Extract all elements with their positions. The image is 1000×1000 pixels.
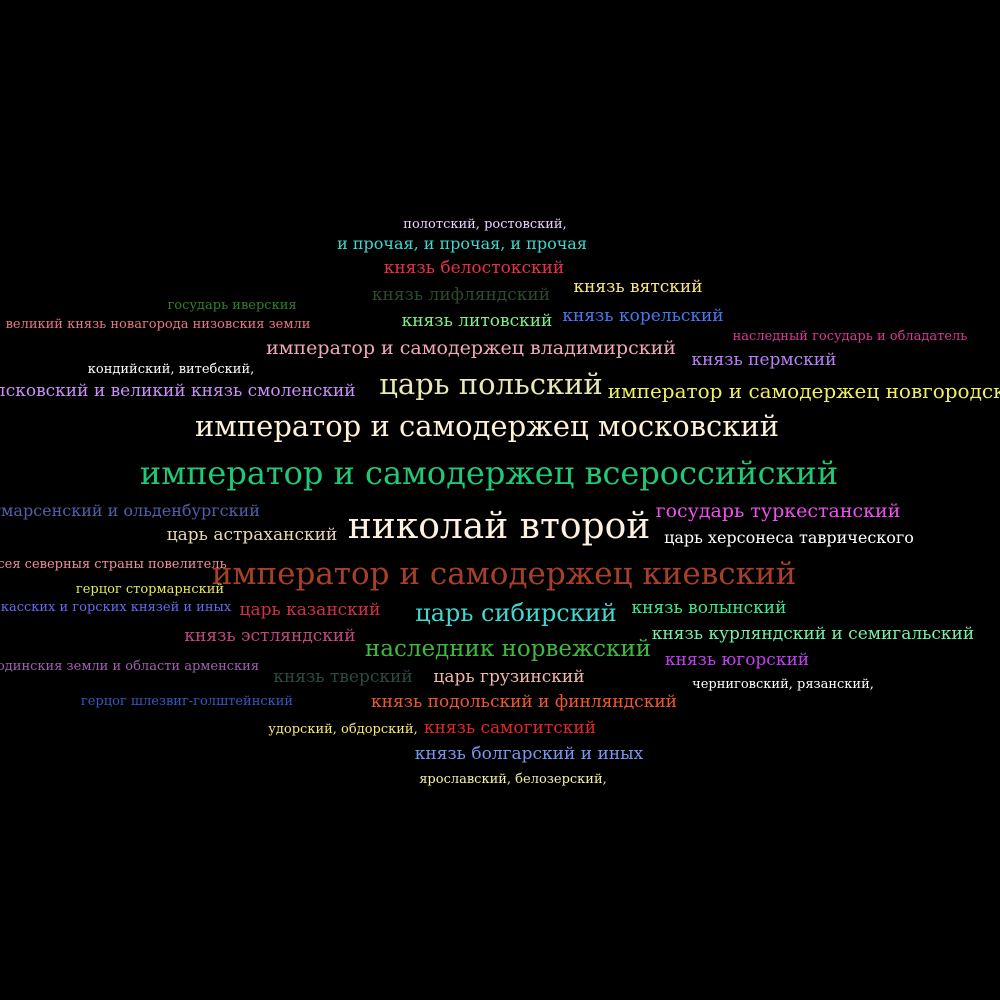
- word-knyaz-vyatsky: князь вятский: [573, 277, 703, 297]
- word-knyaz-podolsky: князь подольский и финляндский: [371, 692, 677, 712]
- word-knyaz-tversky: князь тверский: [273, 667, 413, 687]
- word-yaroslavsky-belozersky: ярославский, белозерский,: [419, 772, 607, 787]
- word-knyaz-volynsky: князь волынский: [631, 598, 787, 618]
- word-knyaz-estlyandsky: князь эстляндский: [184, 626, 356, 646]
- word-i-prochaya: и прочая, и прочая, и прочая: [337, 234, 587, 253]
- word-kondiysky-vitebsky: кондийский, витебский,: [87, 362, 255, 377]
- word-knyaz-yugorsky: князь югорский: [664, 650, 810, 670]
- word-tsar-polsky: царь польский: [379, 367, 603, 401]
- word-novagoroda-nizovskiya: великий князь новагорода низовския земли: [5, 317, 311, 332]
- word-knyaz-korelsky: князь корельский: [562, 306, 724, 326]
- word-moskovsky: император и самодержец московский: [194, 409, 780, 443]
- word-tsar-astrakhansky: царь астраханский: [166, 525, 338, 545]
- word-chernigovsky-ryazansky: черниговский, рязанский,: [692, 677, 874, 692]
- word-shlezvig-golshteynsky: герцог шлезвиг-голштейнский: [80, 694, 294, 709]
- word-knyaz-litovsky: князь литовский: [401, 311, 553, 331]
- word-kievsky: император и самодержец киевский: [211, 556, 797, 592]
- word-tsar-sibirsky: царь сибирский: [415, 599, 617, 627]
- word-knyaz-belostoksky: князь белостокский: [383, 258, 565, 278]
- word-gertsog-stormarnsky: герцог стормарнский: [75, 582, 225, 597]
- word-vladimirsky: император и самодержец владимирский: [266, 337, 676, 359]
- word-knyaz-permsky: князь пермский: [691, 350, 837, 370]
- word-nasledny-gosudar: наследный государь и обладатель: [732, 329, 968, 344]
- word-vserossiysky: император и самодержец всероссийский: [139, 454, 839, 492]
- word-knyaz-liflyandsky: князь лифляндский: [371, 285, 551, 305]
- word-tsar-gruzinsky: царь грузинский: [433, 667, 585, 687]
- word-gorskikh-knyazey: касских и горских князей и иных: [0, 600, 232, 615]
- word-naslednik-norvezhsky: наследник норвежский: [364, 636, 652, 662]
- word-gosudar-iverskiya: государь иверския: [167, 298, 297, 313]
- word-nikolay-vtoroy: николай второй: [347, 506, 651, 547]
- word-knyaz-kurlyandsky: князь курляндский и семигальский: [651, 624, 975, 644]
- word-knyaz-bolgarsky: князь болгарский и иных: [414, 744, 644, 764]
- word-knyaz-samogitsky: князь самогитский: [423, 718, 597, 738]
- word-polotsky-rostovsky: полотский, ростовский,: [403, 217, 567, 232]
- word-pskovsky-smolensky: псковский и великий князь смоленский: [0, 381, 356, 401]
- word-udorsky-obdorsky: удорский, обдорский,: [268, 722, 418, 737]
- word-tsar-khersonesa: царь херсонеса таврического: [664, 528, 914, 547]
- word-novgorodsky: император и самодержец новгородский: [607, 379, 1000, 403]
- word-armenskiya: одинския земли и области арменския: [0, 659, 260, 674]
- word-tsar-kazansky: царь казанский: [239, 600, 381, 620]
- word-tmarsensky-oldenburgsky: тмарсенский и ольденбургский: [0, 501, 260, 520]
- word-severnyya-strany: сея северныя страны повелитель: [0, 557, 227, 572]
- word-gosudar-turkestansky: государь туркестанский: [655, 500, 901, 522]
